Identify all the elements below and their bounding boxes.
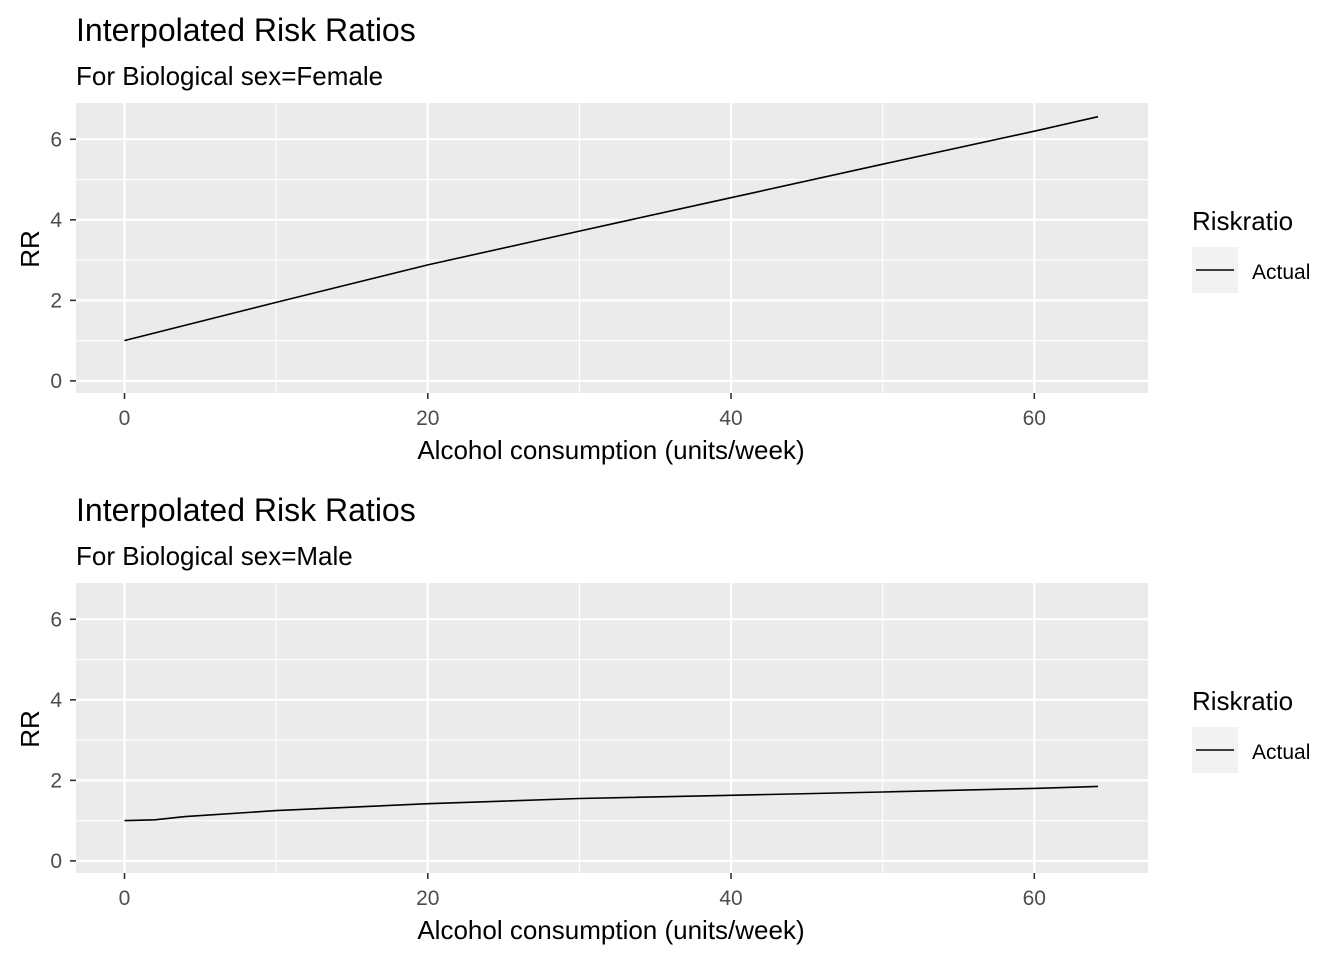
y-tick-label: 0 — [50, 850, 62, 873]
chart-title: Interpolated Risk Ratios — [76, 492, 416, 528]
y-axis-title: RR — [15, 230, 45, 268]
x-tick-label: 60 — [1023, 887, 1046, 910]
y-axis-ticks: 0 2 4 6 — [50, 608, 76, 873]
legend-label: Actual — [1252, 261, 1310, 284]
x-tick-label: 40 — [719, 407, 742, 430]
chart-title: Interpolated Risk Ratios — [76, 12, 416, 48]
y-axis-ticks: 0 2 4 6 — [50, 128, 76, 393]
series-line-actual — [124, 115, 1099, 342]
minor-gridlines — [76, 583, 1148, 873]
major-gridlines — [76, 103, 1148, 393]
x-axis-ticks: 0 20 40 60 — [119, 873, 1046, 910]
x-tick-label: 0 — [119, 887, 131, 910]
legend: Riskratio Actual — [1192, 686, 1310, 773]
x-tick-label: 0 — [119, 407, 131, 430]
y-tick-label: 0 — [50, 370, 62, 393]
x-axis-title: Alcohol consumption (units/week) — [417, 915, 804, 945]
plot-background — [76, 583, 1148, 873]
x-tick-label: 60 — [1023, 407, 1046, 430]
legend-title: Riskratio — [1192, 686, 1293, 716]
y-axis-title: RR — [15, 710, 45, 748]
series-line-actual — [124, 785, 1099, 822]
y-tick-label: 2 — [50, 769, 62, 792]
x-axis-title: Alcohol consumption (units/week) — [417, 435, 804, 465]
major-gridlines — [76, 583, 1148, 873]
x-tick-label: 40 — [719, 887, 742, 910]
x-tick-label: 20 — [416, 887, 439, 910]
chart-panel-male: Interpolated Risk Ratios For Biological … — [15, 492, 1310, 945]
y-tick-label: 4 — [50, 689, 62, 712]
chart-subtitle: For Biological sex=Male — [76, 541, 353, 571]
legend: Riskratio Actual — [1192, 206, 1310, 293]
x-tick-label: 20 — [416, 407, 439, 430]
plot-background — [76, 103, 1148, 393]
series-lines — [124, 115, 1099, 342]
y-tick-label: 4 — [50, 209, 62, 232]
chart-subtitle: For Biological sex=Female — [76, 61, 383, 91]
y-tick-label: 6 — [50, 608, 62, 631]
series-lines — [124, 785, 1099, 822]
legend-title: Riskratio — [1192, 206, 1293, 236]
legend-label: Actual — [1252, 741, 1310, 764]
y-tick-label: 2 — [50, 289, 62, 312]
minor-gridlines — [76, 103, 1148, 393]
chart-panel-female: Interpolated Risk Ratios For Biological … — [15, 12, 1310, 465]
x-axis-ticks: 0 20 40 60 — [119, 393, 1046, 430]
y-tick-label: 6 — [50, 128, 62, 151]
